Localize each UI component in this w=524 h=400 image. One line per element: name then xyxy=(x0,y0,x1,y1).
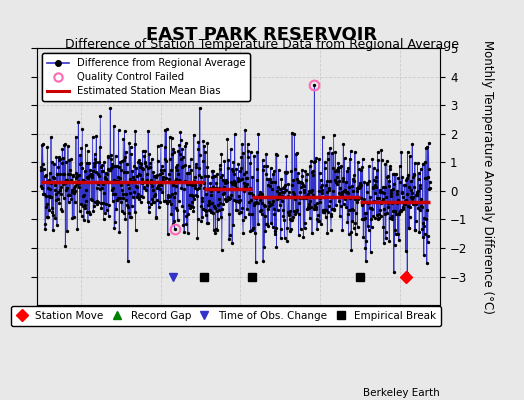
Legend: Station Move, Record Gap, Time of Obs. Change, Empirical Break: Station Move, Record Gap, Time of Obs. C… xyxy=(11,306,441,326)
Text: Difference of Station Temperature Data from Regional Average: Difference of Station Temperature Data f… xyxy=(65,38,459,51)
Y-axis label: Monthly Temperature Anomaly Difference (°C): Monthly Temperature Anomaly Difference (… xyxy=(481,40,494,314)
Text: EAST PARK RESERVOIR: EAST PARK RESERVOIR xyxy=(146,26,378,44)
Legend: Difference from Regional Average, Quality Control Failed, Estimated Station Mean: Difference from Regional Average, Qualit… xyxy=(42,53,250,101)
Text: Berkeley Earth: Berkeley Earth xyxy=(364,388,440,398)
